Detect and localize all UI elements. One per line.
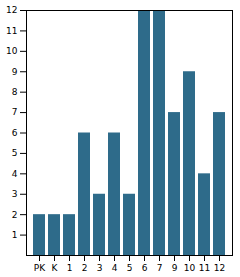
svg-text:2: 2 [82, 263, 88, 273]
svg-text:9: 9 [172, 263, 178, 273]
svg-text:4: 4 [112, 263, 118, 273]
svg-text:PK: PK [34, 263, 46, 273]
svg-text:12: 12 [214, 263, 225, 273]
svg-text:6: 6 [142, 263, 148, 273]
svg-text:2: 2 [12, 210, 18, 220]
svg-text:12: 12 [6, 5, 17, 15]
svg-text:11: 11 [199, 263, 210, 273]
svg-text:5: 5 [127, 263, 133, 273]
svg-text:11: 11 [6, 26, 17, 36]
svg-text:10: 10 [6, 46, 18, 56]
svg-text:3: 3 [97, 263, 103, 273]
svg-text:9: 9 [12, 67, 18, 77]
svg-text:7: 7 [157, 263, 163, 273]
svg-text:K: K [52, 263, 59, 273]
svg-text:5: 5 [12, 148, 18, 158]
svg-text:8: 8 [12, 87, 18, 97]
svg-text:1: 1 [67, 263, 73, 273]
svg-text:3: 3 [12, 189, 18, 199]
svg-text:10: 10 [184, 263, 196, 273]
svg-text:1: 1 [12, 230, 18, 240]
svg-text:7: 7 [12, 107, 18, 117]
svg-text:6: 6 [12, 128, 18, 138]
svg-text:4: 4 [12, 169, 18, 179]
